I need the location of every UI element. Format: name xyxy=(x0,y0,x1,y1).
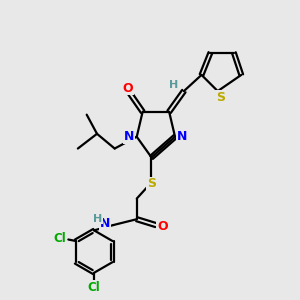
Text: O: O xyxy=(123,82,133,95)
Text: N: N xyxy=(100,217,110,230)
Text: H: H xyxy=(169,80,178,90)
Text: Cl: Cl xyxy=(53,232,66,244)
Text: S: S xyxy=(216,91,225,104)
Text: S: S xyxy=(147,177,156,190)
Text: O: O xyxy=(157,220,168,233)
Text: N: N xyxy=(124,130,135,143)
Text: Cl: Cl xyxy=(88,281,100,294)
Text: N: N xyxy=(177,130,188,143)
Text: H: H xyxy=(93,214,103,224)
